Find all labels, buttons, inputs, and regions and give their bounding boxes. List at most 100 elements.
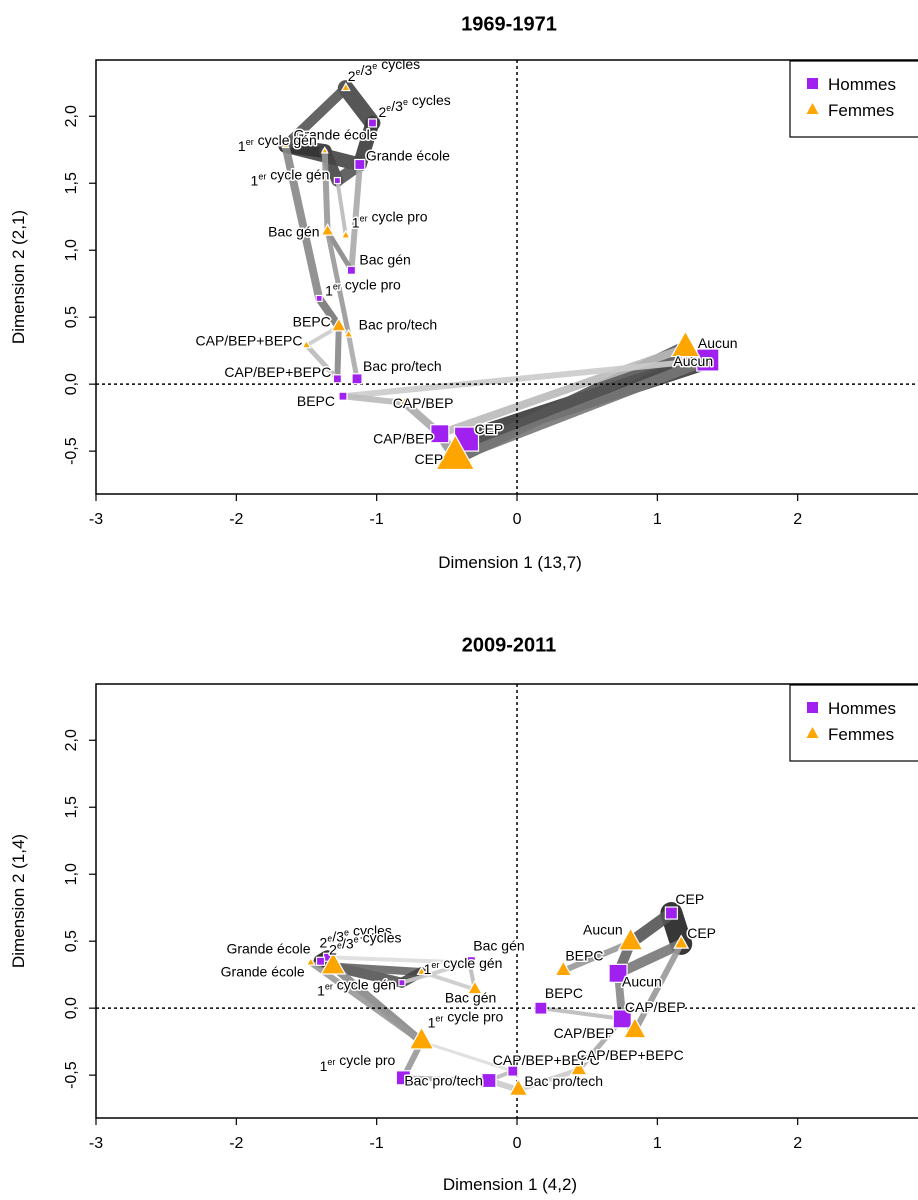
femmes-bepc-label: BEPC (565, 948, 603, 964)
hommes-aucun-point (608, 963, 628, 983)
hommes-cep-label: CEP (474, 421, 503, 437)
femmes-1er-cycle-pro-point (408, 1026, 435, 1050)
y-tick-label: -0,5 (63, 1061, 80, 1089)
link-cep-aucun (624, 907, 678, 949)
femmes-grande-ecole-label: Grande école (221, 964, 305, 980)
hommes-grande-ecole-point (354, 158, 366, 171)
y-tick-label: 1,0 (63, 863, 80, 885)
hommes-2e-3e-cycles-label: 2e/3e cycles (320, 922, 392, 950)
femmes-cap-bep-label: CAP/BEP (625, 999, 686, 1015)
x-tick-label: -3 (89, 1135, 103, 1152)
chart-title: 2009-2011 (462, 634, 557, 656)
link-aucun-bepc (339, 357, 711, 400)
x-tick-label: -3 (89, 511, 103, 528)
hommes-1er-cycle-pro-label: 1er cycle pro (320, 1052, 396, 1074)
hommes-cap-bep-bepc-label: CAP/BEP+BEPC (224, 364, 331, 380)
femmes-aucun-point (617, 927, 644, 951)
femmes-bac-pro-tech-point (508, 1077, 529, 1096)
link-bepc-cap-bep (339, 393, 408, 406)
femmes-2e-3e-cycles-label: 2e/3e cycles (329, 930, 401, 958)
femmes-grande-ecole-label: Grande école (293, 127, 377, 143)
hommes-cap-bep-label: CAP/BEP (554, 1025, 615, 1041)
legend: Hommes Femmes (789, 60, 918, 138)
femmes-1er-cycle-pro-point (340, 229, 351, 239)
plot-frame (95, 59, 918, 495)
link-bac-gen-bac-gen (325, 228, 354, 273)
hommes-1er-cycle-gen-point (333, 176, 341, 185)
link-1er-cycle-gen-1er-cycle-pro (335, 178, 348, 238)
link-1er-cycle-pro-cap-bep-bepc (420, 1040, 515, 1073)
hommes-bepc-label: BEPC (297, 393, 335, 409)
legend-femmes-label: Femmes (828, 725, 894, 744)
x-axis-label: Dimension 1 (4,2) (443, 1175, 577, 1194)
femmes-cep-label: CEP (687, 925, 716, 941)
hommes-aucun-label: Aucun (698, 335, 738, 351)
y-tick-label: -0,5 (63, 437, 80, 465)
link-1er-cycle-gen-bac-gen (419, 969, 477, 992)
x-tick-label: -2 (229, 1135, 243, 1152)
link-cap-bep-cep (631, 940, 685, 1034)
femmes-bepc-label: BEPC (293, 314, 331, 330)
femmes-cep-point (435, 434, 476, 471)
link-bac-pro-tech-bac-pro-tech (346, 332, 360, 382)
link-aucun-cep (450, 355, 713, 463)
femmes-cap-bep-point (622, 1016, 647, 1039)
femmes-grande-ecole-point (281, 140, 290, 149)
hommes-1er-cycle-pro-point (395, 1070, 411, 1086)
y-tick-label: 0,5 (63, 930, 80, 952)
link-1er-cycle-pro-bac-pro-tech (400, 1075, 492, 1083)
legend-hommes-label: Hommes (828, 699, 896, 718)
x-axis-label: Dimension 1 (13,7) (438, 553, 582, 572)
y-tick-label: 0,0 (63, 373, 80, 395)
chart-panel-2009-2011: 2009-2011 CEP Aucun BEPC CAP/BEP CAP/BEP+BEPC… (9, 634, 918, 1194)
hommes-bac-gen-label: Bac gén (473, 938, 524, 954)
hommes-aucun-label: Aucun (622, 973, 662, 989)
legend: Hommes Femmes (789, 684, 918, 762)
hommes-bac-pro-tech-point (351, 373, 363, 385)
hommes-cep-label: CEP (675, 891, 704, 907)
link-aucun-cap-bep (435, 343, 690, 438)
hommes-cep-point (664, 906, 678, 920)
femmes-2e-3e-cycles-point (320, 951, 347, 975)
legend-femmes-marker (806, 103, 819, 114)
femmes-grande-ecole-point (305, 956, 316, 966)
y-axis-label: Dimension 2 (2,1) (9, 210, 28, 344)
femmes-1er-cycle-gen-point (416, 966, 427, 976)
link-grande-ecole-1er-cycle-pro (307, 959, 425, 1045)
link-cep-aucun (613, 938, 687, 979)
link-cap-bep-bepc-bac-pro-tech (515, 1067, 582, 1093)
femmes-aucun-label: Aucun (583, 922, 623, 938)
legend-hommes-marker (807, 702, 818, 713)
femmes-cep-label: CEP (414, 451, 443, 467)
femmes-bepc-point (554, 959, 573, 977)
femmes-1er-cycle-gen-label: 1er cycle gén (238, 132, 317, 154)
hommes-cap-bep-point (430, 424, 450, 444)
link-cap-bep-bepc-cap-bep-bepc (304, 342, 340, 382)
x-tick-label: 0 (513, 511, 522, 528)
link-bepc-cap-bep (538, 1006, 625, 1021)
femmes-1er-cycle-gen-point (320, 146, 329, 154)
link-grande-ecole-1er-cycle-gen (278, 138, 332, 159)
hommes-bac-gen-point (462, 956, 476, 970)
x-tick-label: 1 (653, 1135, 662, 1152)
femmes-1er-cycle-pro-label: 1er cycle pro (352, 208, 428, 230)
legend-femmes-marker (806, 727, 819, 738)
hommes-bac-pro-tech-label: Bac pro/tech (404, 1072, 483, 1088)
y-tick-label: 0,5 (63, 306, 80, 328)
link-grande-ecole-1er-cycle-pro (281, 141, 324, 303)
link-2e-3e-cycles-grande-ecole (352, 115, 380, 172)
legend-hommes-marker (807, 78, 818, 89)
plot-frame (95, 683, 918, 1119)
x-tick-label: -1 (370, 511, 384, 528)
y-axis-label: Dimension 2 (1,4) (9, 834, 28, 968)
x-tick-label: 2 (793, 511, 802, 528)
hommes-bac-gen-label: Bac gén (359, 251, 410, 267)
chart-title: 1969-1971 (461, 13, 557, 35)
link-bac-gen-1er-cycle-gen (399, 960, 472, 985)
hommes-aucun-point (696, 348, 720, 372)
femmes-1er-cycle-gen-label: 1er cycle gén (424, 955, 503, 977)
link-1er-cycle-pro-bepc (315, 294, 343, 331)
femmes-bac-gen-point (466, 979, 483, 995)
y-tick-label: 2,0 (63, 729, 80, 751)
